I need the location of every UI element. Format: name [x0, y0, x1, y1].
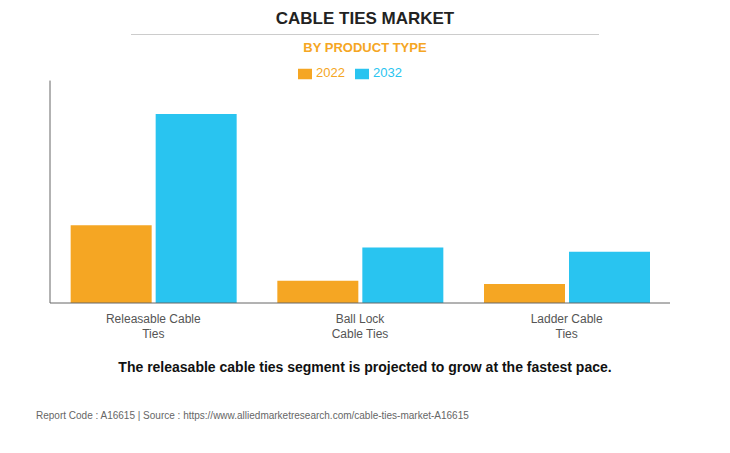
svg-text:Ladder CableTies: Ladder CableTies: [531, 312, 603, 341]
html-text:Report Code : A16615 | Source: Report Code : A16615 | Source : https://…: [36, 410, 469, 421]
html-text:BY PRODUCT TYPE: BY PRODUCT TYPE: [303, 40, 427, 55]
html-text:CABLE TIES MARKET: CABLE TIES MARKET: [275, 9, 455, 28]
svg-text:Releasable CableTies: Releasable CableTies: [106, 312, 201, 341]
html-text:The releasable cable ties segm: The releasable cable ties segment is pro…: [118, 359, 612, 375]
svg-text:Ball LockCable Ties: Ball LockCable Ties: [332, 312, 389, 341]
html-text:2032: 2032: [373, 65, 402, 80]
html-text:2022: 2022: [316, 65, 345, 80]
